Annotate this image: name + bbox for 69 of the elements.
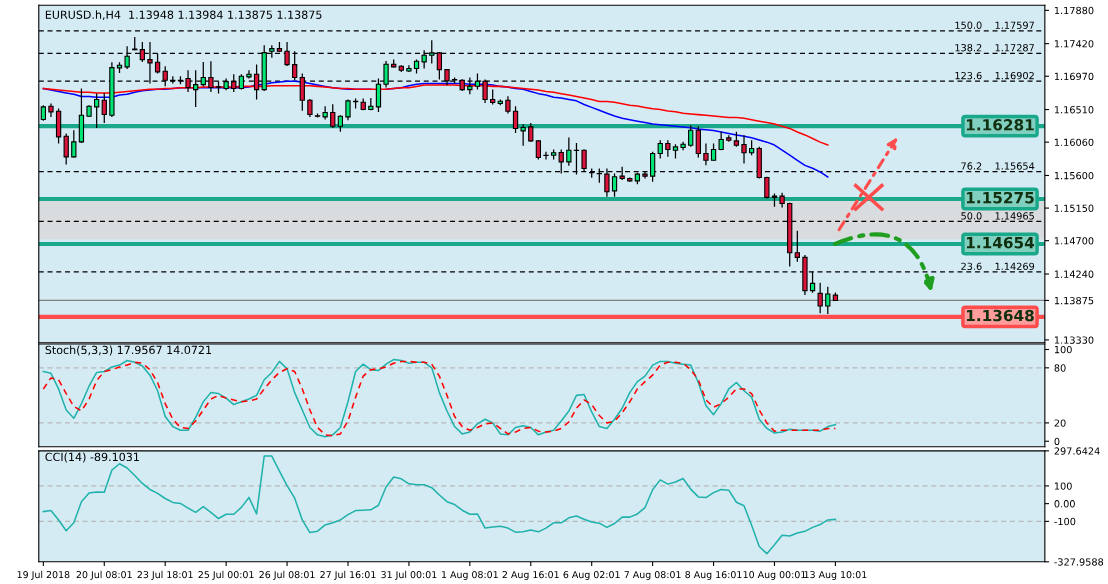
x-tick-label: 13 Aug 10:01 xyxy=(804,571,867,580)
x-tick-label: 27 Jul 16:01 xyxy=(320,570,376,580)
y-tick-label: 80 xyxy=(1054,364,1066,372)
candlestick xyxy=(695,125,701,159)
candlestick xyxy=(94,92,100,129)
y-tick-label: 1.16970 xyxy=(1054,72,1094,81)
y-tick-label: 297.6424 xyxy=(1054,447,1100,455)
candlestick xyxy=(657,139,663,160)
x-tick-label: 26 Jul 08:01 xyxy=(259,570,315,580)
candlestick xyxy=(520,123,526,147)
chart-title: Stoch(5,3,3) 17.9567 14.0721 xyxy=(45,345,212,356)
ref-line-label: 123.6 1.16902 xyxy=(955,71,1034,80)
candlestick xyxy=(154,52,161,75)
y-tick-label: 1.17880 xyxy=(1054,6,1094,15)
candlestick xyxy=(512,105,519,134)
y-tick-label: 100 xyxy=(1054,482,1072,490)
x-tick-label: 10 Aug 00:01 xyxy=(743,571,806,580)
x-tick-label: 23 Jul 18:01 xyxy=(137,570,193,580)
y-tick-label: 1.13330 xyxy=(1054,336,1094,344)
ref-line-label: 23.6 1.14269 xyxy=(961,262,1035,271)
chart-title: CCI(14) -89.1031 xyxy=(45,452,139,463)
y-tick-label: 1.15600 xyxy=(1054,171,1094,180)
y-tick-label: -327.9588 xyxy=(1054,558,1104,566)
y-tick-label: 1.15150 xyxy=(1054,204,1094,212)
candlestick xyxy=(688,124,694,148)
x-tick-label: 19 Jul 2018 xyxy=(17,570,70,580)
candlestick xyxy=(63,132,69,166)
chart-title: EURUSD.h,H4 1.13948 1.13984 1.13875 1.13875 xyxy=(45,10,322,21)
x-tick-label: 8 Aug 16:01 xyxy=(685,571,742,580)
candlestick xyxy=(741,134,747,165)
candlestick xyxy=(535,139,542,161)
candlestick xyxy=(703,142,709,166)
candlestick xyxy=(794,230,800,263)
candlestick xyxy=(322,105,328,121)
x-tick-label: 25 Jul 00:01 xyxy=(198,570,254,580)
y-tick-label: 1.16510 xyxy=(1054,106,1094,114)
candlestick xyxy=(528,122,534,143)
ref-line-label: 1.15275 xyxy=(966,191,1034,204)
y-tick-label: 1.14700 xyxy=(1054,237,1094,245)
y-tick-label: 1.14240 xyxy=(1054,270,1094,278)
candlestick xyxy=(330,103,336,129)
x-tick-label: 2 Aug 16:01 xyxy=(502,571,559,580)
candlestick xyxy=(246,69,252,80)
y-tick-label: 1.16060 xyxy=(1054,138,1094,146)
candlestick xyxy=(817,282,823,314)
y-tick-label: 20 xyxy=(1054,419,1066,427)
ref-line-label: 150.0 1.17597 xyxy=(955,21,1034,29)
y-tick-label: -100 xyxy=(1054,517,1076,526)
candlestick xyxy=(825,286,831,315)
ref-line-label: 76.2 1.15654 xyxy=(961,162,1035,170)
ref-line-label: 1.14654 xyxy=(966,236,1035,249)
candlestick xyxy=(101,92,107,124)
x-tick-label: 20 Jul 08:01 xyxy=(76,570,132,580)
ref-line-label: 138.2 1.17287 xyxy=(955,44,1034,52)
candlestick xyxy=(665,139,671,158)
y-tick-label: 0.00 xyxy=(1054,500,1075,508)
x-tick-label: 7 Aug 08:01 xyxy=(624,571,681,580)
ref-line-label: 1.13648 xyxy=(966,309,1034,322)
candlestick xyxy=(71,129,77,159)
y-tick-label: 0 xyxy=(1054,437,1060,446)
candlestick xyxy=(566,136,572,167)
x-tick-label: 1 Aug 08:01 xyxy=(442,571,498,580)
y-tick-label: 100 xyxy=(1054,345,1072,354)
ref-line-label: 50.0 1.14965 xyxy=(961,212,1034,220)
y-tick-label: 1.13875 xyxy=(1054,296,1094,305)
x-tick-label: 31 Jul 00:01 xyxy=(381,570,437,580)
ref-line-label: 1.16281 xyxy=(966,119,1034,131)
x-tick-label: 6 Aug 02:01 xyxy=(563,571,620,580)
y-tick-label: 1.17420 xyxy=(1054,40,1094,48)
